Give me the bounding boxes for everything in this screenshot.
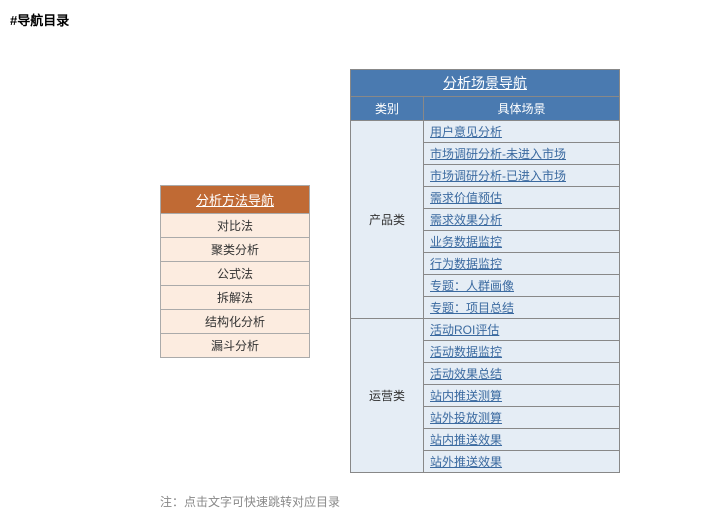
methods-item[interactable]: 对比法 [161,213,310,237]
scene-link[interactable]: 活动效果总结 [430,367,502,381]
methods-item[interactable]: 拆解法 [161,285,310,309]
scene-item-cell: 站外推送效果 [424,451,620,473]
scene-item-cell: 活动数据监控 [424,341,620,363]
scene-link[interactable]: 专题：项目总结 [430,301,514,315]
methods-item[interactable]: 结构化分析 [161,309,310,333]
scenes-table: 分析场景导航 类别 具体场景 产品类用户意见分析市场调研分析-未进入市场市场调研… [350,69,620,473]
main-layout: 分析方法导航 对比法聚类分析公式法拆解法结构化分析漏斗分析 分析场景导航 类别 … [10,69,712,473]
methods-table: 分析方法导航 对比法聚类分析公式法拆解法结构化分析漏斗分析 [160,185,310,358]
scenes-col2: 具体场景 [424,97,620,121]
scene-link[interactable]: 需求效果分析 [430,213,502,227]
scene-item-cell: 需求价值预估 [424,187,620,209]
scene-link[interactable]: 站外投放测算 [430,411,502,425]
methods-title[interactable]: 分析方法导航 [161,185,310,213]
methods-body: 对比法聚类分析公式法拆解法结构化分析漏斗分析 [161,213,310,357]
scene-category: 产品类 [351,121,424,319]
scene-link[interactable]: 用户意见分析 [430,125,502,139]
scene-link[interactable]: 需求价值预估 [430,191,502,205]
scenes-title[interactable]: 分析场景导航 [351,70,620,97]
scene-item-cell: 行为数据监控 [424,253,620,275]
scene-item-cell: 需求效果分析 [424,209,620,231]
scene-link[interactable]: 站外推送效果 [430,455,502,469]
scene-item-cell: 专题：项目总结 [424,297,620,319]
scene-link[interactable]: 专题：人群画像 [430,279,514,293]
scenes-col1: 类别 [351,97,424,121]
scene-item-cell: 站外投放测算 [424,407,620,429]
scenes-body: 产品类用户意见分析市场调研分析-未进入市场市场调研分析-已进入市场需求价值预估需… [351,121,620,473]
scene-item-cell: 站内推送效果 [424,429,620,451]
scene-item-cell: 活动效果总结 [424,363,620,385]
methods-item[interactable]: 漏斗分析 [161,333,310,357]
scene-link[interactable]: 站内推送测算 [430,389,502,403]
scene-item-cell: 专题：人群画像 [424,275,620,297]
methods-item[interactable]: 聚类分析 [161,237,310,261]
methods-item[interactable]: 公式法 [161,261,310,285]
scene-link[interactable]: 站内推送效果 [430,433,502,447]
scene-item-cell: 市场调研分析-未进入市场 [424,143,620,165]
scene-link[interactable]: 活动ROI评估 [430,323,499,337]
page-heading: #导航目录 [10,10,712,29]
scene-item-cell: 活动ROI评估 [424,319,620,341]
scene-item-cell: 市场调研分析-已进入市场 [424,165,620,187]
scene-link[interactable]: 业务数据监控 [430,235,502,249]
footer-note: 注：点击文字可快速跳转对应目录 [10,493,712,510]
scene-link[interactable]: 市场调研分析-已进入市场 [430,169,566,183]
scene-item-cell: 站内推送测算 [424,385,620,407]
scene-link[interactable]: 市场调研分析-未进入市场 [430,147,566,161]
scene-item-cell: 业务数据监控 [424,231,620,253]
scene-link[interactable]: 活动数据监控 [430,345,502,359]
scene-item-cell: 用户意见分析 [424,121,620,143]
scene-category: 运营类 [351,319,424,473]
scene-link[interactable]: 行为数据监控 [430,257,502,271]
